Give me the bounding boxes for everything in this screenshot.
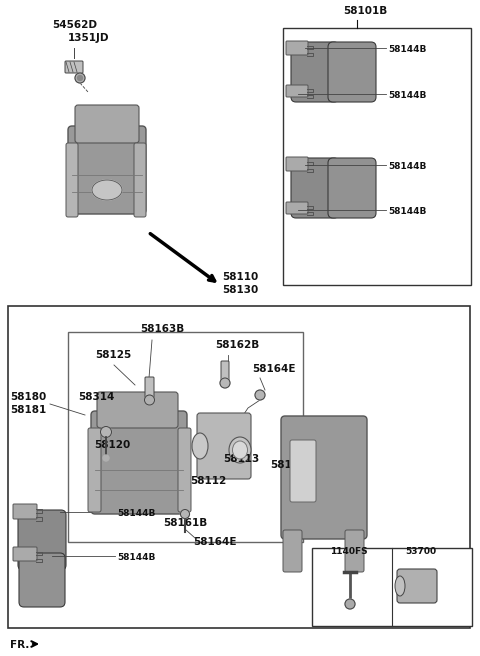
FancyBboxPatch shape: [97, 392, 178, 428]
Text: 58125: 58125: [95, 350, 131, 360]
FancyBboxPatch shape: [66, 143, 78, 217]
Text: 58130: 58130: [222, 285, 258, 295]
Text: 53700: 53700: [405, 547, 436, 556]
Text: 1351JD: 1351JD: [68, 33, 109, 43]
FancyBboxPatch shape: [290, 440, 316, 502]
Text: 58112: 58112: [190, 476, 226, 486]
FancyBboxPatch shape: [291, 42, 339, 102]
Bar: [68, 332, 303, 542]
FancyBboxPatch shape: [328, 158, 376, 218]
FancyBboxPatch shape: [283, 530, 302, 572]
FancyBboxPatch shape: [13, 547, 37, 561]
FancyBboxPatch shape: [286, 41, 308, 55]
Text: 58180: 58180: [10, 392, 46, 402]
FancyBboxPatch shape: [145, 377, 154, 401]
Text: 58114A: 58114A: [270, 460, 314, 470]
Circle shape: [180, 510, 190, 518]
Text: 58110: 58110: [222, 272, 258, 282]
FancyBboxPatch shape: [286, 85, 308, 97]
FancyBboxPatch shape: [286, 157, 308, 171]
Ellipse shape: [232, 441, 248, 459]
Text: 58144B: 58144B: [388, 162, 426, 171]
Text: 58144B: 58144B: [388, 207, 426, 216]
Circle shape: [103, 455, 109, 461]
Bar: [312, 548, 472, 626]
Text: 58164E: 58164E: [252, 364, 296, 374]
Text: 58144B: 58144B: [117, 553, 156, 562]
FancyBboxPatch shape: [65, 61, 83, 73]
Text: 58120: 58120: [94, 440, 130, 450]
Text: 58163B: 58163B: [140, 324, 184, 334]
FancyBboxPatch shape: [19, 553, 65, 607]
Text: 58162B: 58162B: [215, 340, 259, 350]
FancyBboxPatch shape: [178, 428, 191, 512]
FancyBboxPatch shape: [18, 510, 66, 570]
Text: 58164E: 58164E: [193, 537, 237, 547]
Text: 54562D: 54562D: [52, 20, 97, 30]
Bar: [283, 28, 471, 285]
Text: 58144B: 58144B: [388, 45, 426, 54]
Ellipse shape: [192, 433, 208, 459]
Ellipse shape: [395, 576, 405, 596]
FancyBboxPatch shape: [328, 42, 376, 102]
Ellipse shape: [229, 437, 251, 463]
FancyBboxPatch shape: [197, 413, 251, 479]
Circle shape: [75, 73, 85, 83]
Circle shape: [77, 75, 83, 81]
FancyBboxPatch shape: [286, 202, 308, 214]
Circle shape: [144, 395, 155, 405]
FancyBboxPatch shape: [13, 504, 37, 519]
FancyBboxPatch shape: [221, 361, 229, 383]
Circle shape: [100, 426, 111, 438]
Text: 58101B: 58101B: [343, 6, 387, 16]
FancyBboxPatch shape: [397, 569, 437, 603]
FancyBboxPatch shape: [75, 105, 139, 143]
Circle shape: [345, 599, 355, 609]
Text: 58144B: 58144B: [388, 91, 426, 100]
Text: 1140FS: 1140FS: [330, 547, 368, 556]
Text: 58144B: 58144B: [117, 509, 156, 518]
Ellipse shape: [92, 180, 122, 200]
Text: 58113: 58113: [223, 454, 259, 464]
FancyBboxPatch shape: [345, 530, 364, 572]
FancyBboxPatch shape: [134, 143, 146, 217]
FancyBboxPatch shape: [291, 158, 339, 218]
FancyBboxPatch shape: [88, 428, 101, 512]
Bar: [8, 306, 470, 628]
FancyBboxPatch shape: [281, 416, 367, 539]
FancyBboxPatch shape: [91, 411, 187, 514]
Text: 58161B: 58161B: [163, 518, 207, 528]
Text: 58314: 58314: [78, 392, 114, 402]
FancyBboxPatch shape: [68, 126, 146, 214]
Circle shape: [220, 378, 230, 388]
Text: FR.: FR.: [10, 640, 29, 650]
Text: 58181: 58181: [10, 405, 46, 415]
Circle shape: [255, 390, 265, 400]
